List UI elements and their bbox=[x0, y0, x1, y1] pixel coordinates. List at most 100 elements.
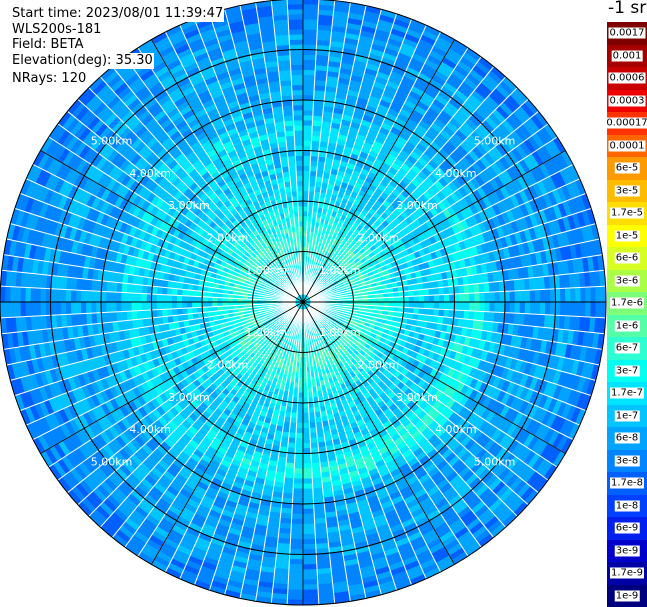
ppi-gate bbox=[509, 290, 516, 303]
ppi-gate bbox=[287, 594, 304, 601]
ppi-gate bbox=[294, 447, 304, 454]
ppi-gate bbox=[302, 392, 309, 399]
ppi-gate bbox=[287, 442, 296, 449]
ppi-gate bbox=[290, 412, 298, 419]
ppi-gate bbox=[293, 478, 304, 485]
ppi-gate bbox=[311, 467, 322, 474]
ppi-gate bbox=[289, 427, 297, 434]
ppi-gate bbox=[464, 301, 470, 311]
ppi-gate bbox=[590, 301, 597, 318]
ppi-gate bbox=[302, 543, 317, 550]
ppi-gate bbox=[311, 462, 321, 469]
ppi-gate bbox=[309, 437, 319, 444]
ppi-gate bbox=[302, 488, 314, 495]
ppi-gate bbox=[302, 119, 313, 126]
ppi-gate bbox=[564, 301, 571, 317]
ppi-gate bbox=[529, 289, 536, 303]
ppi-gate bbox=[302, 170, 311, 177]
ppi-gate bbox=[302, 579, 319, 586]
ppi-gate bbox=[448, 293, 455, 303]
ppi-gate bbox=[474, 292, 481, 303]
ppi-gate bbox=[293, 473, 304, 480]
ppi-gate bbox=[288, 569, 304, 575]
ppi-gate bbox=[302, 89, 315, 96]
ppi-gate bbox=[408, 295, 415, 303]
ppi-gate bbox=[493, 311, 500, 323]
ppi-gate bbox=[287, 589, 304, 596]
ppi-gate bbox=[302, 397, 309, 404]
ppi-gate bbox=[302, 205, 309, 212]
ppi-gate bbox=[292, 483, 304, 490]
ppi-gate bbox=[443, 286, 450, 295]
ppi-gate bbox=[288, 432, 297, 439]
ppi-gate bbox=[302, 94, 315, 101]
ppi-gate bbox=[286, 599, 304, 606]
ppi-gate bbox=[302, 18, 319, 25]
ppi-gate bbox=[580, 286, 587, 303]
ppi-gate bbox=[302, 458, 312, 464]
ppi-gate bbox=[499, 301, 506, 313]
ppi-gate bbox=[302, 130, 313, 136]
ppi-gate bbox=[302, 574, 318, 581]
ppi-gate bbox=[484, 291, 491, 303]
ppi-gate bbox=[302, 569, 318, 575]
ppi-gate bbox=[438, 294, 445, 303]
ppi-gate bbox=[289, 543, 304, 550]
ppi-gate bbox=[284, 467, 295, 474]
ppi-gate bbox=[413, 295, 420, 303]
ppi-gate bbox=[302, 407, 310, 414]
ppi-gate bbox=[302, 59, 316, 66]
ppi-gate bbox=[443, 301, 450, 310]
ppi-gate bbox=[302, 503, 315, 510]
ppi-gate bbox=[295, 442, 304, 449]
ppi-gate bbox=[302, 594, 319, 601]
ppi-gate bbox=[302, 478, 313, 485]
ppi-gate bbox=[489, 291, 496, 303]
ppi-gate bbox=[288, 574, 304, 581]
ppi-gate bbox=[459, 293, 465, 303]
ppi-gate bbox=[302, 24, 318, 30]
ppi-gate bbox=[309, 170, 317, 177]
ppi-gate bbox=[570, 301, 576, 317]
ppi-gate bbox=[302, 513, 315, 520]
ppi-gate bbox=[413, 289, 420, 297]
ppi-gate bbox=[291, 513, 304, 520]
ppi-gate bbox=[302, 155, 311, 162]
ppi-gate bbox=[549, 301, 556, 316]
ppi-gate bbox=[398, 296, 405, 303]
ppi-gate bbox=[448, 301, 455, 311]
ppi-gate bbox=[302, 553, 317, 560]
ppi-gate bbox=[297, 397, 304, 404]
ppi-gate bbox=[302, 483, 314, 490]
ppi-gate bbox=[302, 437, 311, 444]
ppi-gate bbox=[585, 301, 592, 318]
ppi-gate bbox=[302, 417, 310, 424]
ppi-gate bbox=[302, 422, 310, 429]
ppi-gate bbox=[494, 301, 501, 313]
ppi-gate bbox=[295, 437, 304, 444]
ppi-gate bbox=[302, 29, 318, 35]
ppi-gate bbox=[285, 462, 295, 469]
ppi-gate bbox=[310, 155, 319, 162]
ppi-gate bbox=[600, 285, 607, 303]
ppi-gate bbox=[438, 286, 445, 296]
ppi-gate bbox=[302, 54, 317, 61]
ppi-gate bbox=[311, 130, 322, 137]
ppi-gate bbox=[554, 301, 561, 316]
ppi-gate bbox=[302, 99, 314, 106]
ppi-gate bbox=[302, 190, 310, 197]
ppi-gate bbox=[309, 160, 319, 167]
ppi-gate bbox=[294, 463, 304, 469]
ppi-gate bbox=[302, 548, 317, 555]
ppi-gate bbox=[423, 308, 430, 316]
ppi-gate bbox=[423, 295, 430, 303]
ppi-gate bbox=[284, 472, 295, 479]
ppi-gate bbox=[285, 457, 296, 464]
ppi-gate bbox=[302, 0, 320, 5]
ppi-gate bbox=[519, 290, 526, 303]
ppi-gate bbox=[554, 288, 561, 303]
ppi-gate bbox=[302, 165, 311, 172]
ppi-gate bbox=[499, 291, 506, 303]
